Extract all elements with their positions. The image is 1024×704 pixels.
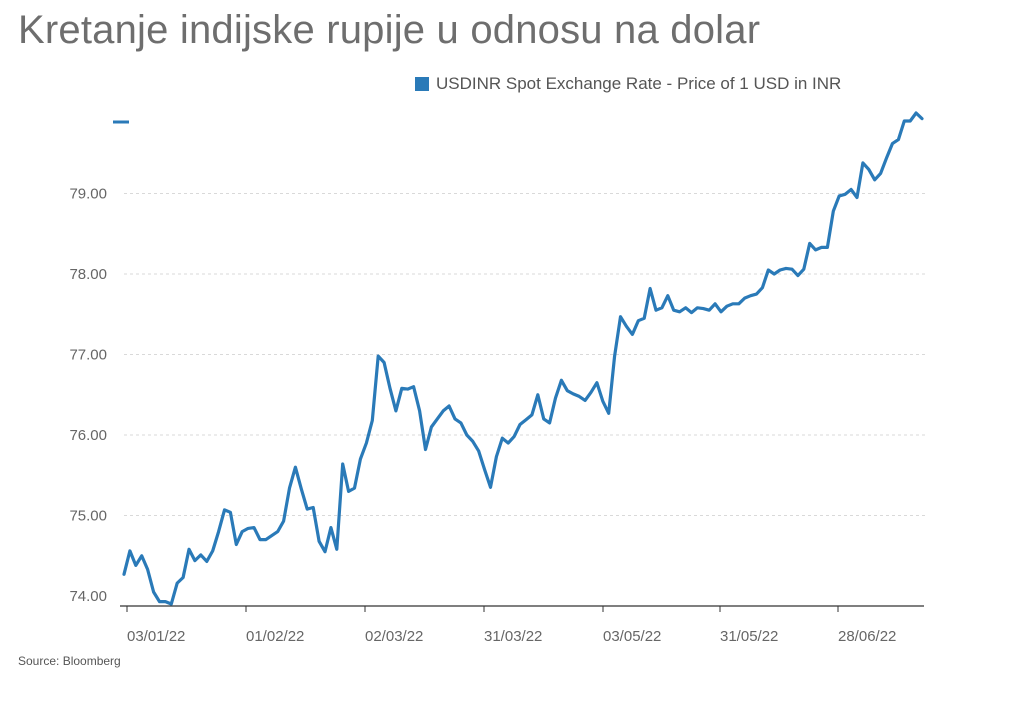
y-tick-label: 79.00 [69, 186, 107, 203]
x-tick-label: 03/01/22 [127, 628, 185, 645]
y-axis-tick-labels: 74.00 75.00 76.00 77.00 78.00 79.00 [69, 186, 107, 606]
y-tick-label: 78.00 [69, 266, 107, 283]
legend-label: USDINR Spot Exchange Rate - Price of 1 U… [436, 74, 842, 93]
x-tick-label: 03/05/22 [603, 628, 661, 645]
series-line-usdinr [122, 111, 924, 606]
x-axis: 03/01/22 01/02/22 02/03/22 31/03/22 03/05/22… [120, 605, 924, 645]
y-tick-label: 77.00 [69, 347, 107, 364]
legend: USDINR Spot Exchange Rate - Price of 1 U… [415, 74, 841, 94]
x-tick-label: 28/06/22 [838, 628, 896, 645]
y-tick-label: 74.00 [69, 588, 107, 605]
x-tick-label: 31/03/22 [484, 628, 542, 645]
gridlines [124, 193, 928, 516]
series-layer [113, 111, 924, 606]
source-note: Source: Bloomberg [18, 654, 121, 668]
y-tick-label: 76.00 [69, 427, 107, 444]
legend-swatch [415, 77, 429, 91]
y-tick-label: 75.00 [69, 508, 107, 525]
x-tick-label: 01/02/22 [246, 628, 304, 645]
x-tick-label: 31/05/22 [720, 628, 778, 645]
chart-title: Kretanje indijske rupije u odnosu na dol… [18, 8, 761, 52]
x-tick-label: 02/03/22 [365, 628, 423, 645]
